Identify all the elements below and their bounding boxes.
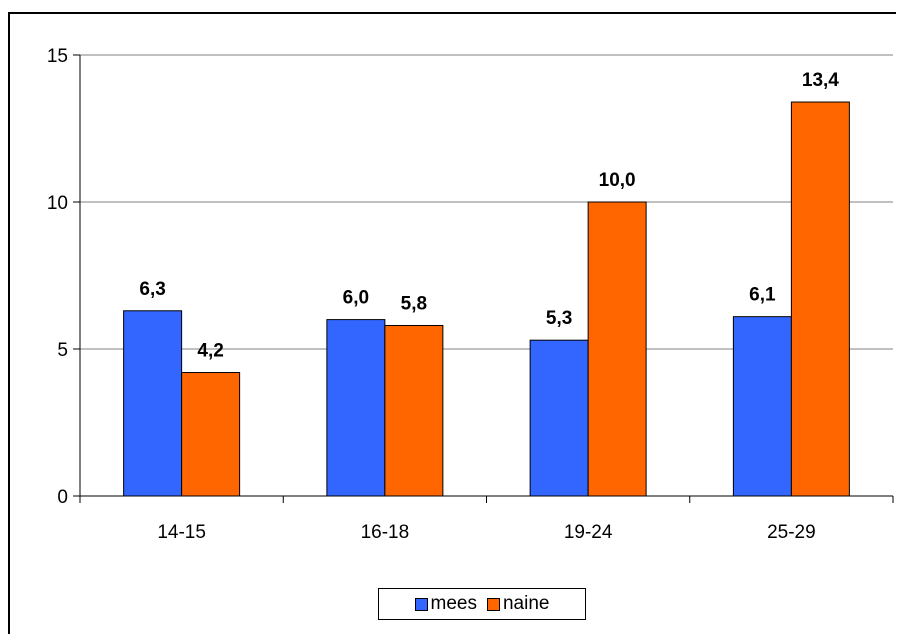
- legend-item-mees: mees: [414, 593, 477, 615]
- bar-naine-25-29: [790, 101, 850, 497]
- x-tick-label-16-18: 16-18: [361, 522, 410, 543]
- data-label-mees-19-24: 5,3: [546, 308, 572, 329]
- labels: 0 5 10 15 14-15 6,3 4,2 16-18 6,0 5,8 19-24 5,3 10,0…: [47, 46, 839, 543]
- chart-frame: [8, 12, 896, 634]
- bars: [123, 101, 850, 497]
- bar-mees-14-15: [123, 310, 183, 497]
- legend: mees naine: [378, 588, 586, 620]
- legend-label-naine: naine: [502, 593, 550, 614]
- data-label-mees-25-29: 6,1: [749, 285, 776, 306]
- x-tick-label-19-24: 19-24: [564, 522, 613, 543]
- data-label-naine-14-15: 4,2: [197, 341, 223, 362]
- data-label-mees-16-18: 6,0: [343, 288, 369, 309]
- bar-naine-19-24: [587, 201, 647, 497]
- data-label-naine-19-24: 10,0: [599, 170, 636, 191]
- legend-swatch-mees: [414, 597, 428, 611]
- legend-swatch-naine: [486, 597, 500, 611]
- bar-mees-19-24: [529, 339, 589, 497]
- axes: [73, 54, 894, 503]
- data-label-naine-16-18: 5,8: [401, 293, 427, 314]
- x-tick-label-14-15: 14-15: [157, 522, 206, 543]
- y-tick-label-5: 5: [57, 340, 68, 361]
- data-label-naine-25-29: 13,4: [802, 70, 839, 91]
- y-tick-label-0: 0: [57, 487, 68, 508]
- y-tick-label-10: 10: [47, 193, 68, 214]
- x-tick-label-25-29: 25-29: [767, 522, 816, 543]
- legend-item-naine: naine: [486, 593, 550, 615]
- bar-mees-25-29: [732, 316, 792, 497]
- bar-naine-16-18: [384, 324, 444, 497]
- data-label-mees-14-15: 6,3: [139, 279, 165, 300]
- legend-label-mees: mees: [430, 593, 477, 614]
- y-tick-label-15: 15: [47, 46, 68, 67]
- bar-naine-14-15: [181, 372, 241, 497]
- bar-mees-16-18: [326, 319, 386, 497]
